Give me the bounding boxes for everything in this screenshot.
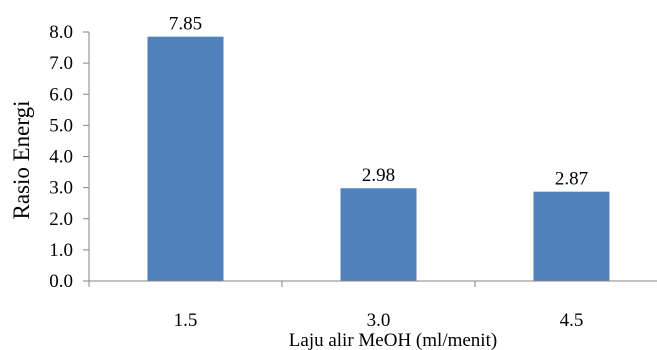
bar xyxy=(340,188,417,281)
bars xyxy=(147,36,610,282)
y-tick-label: 8.0 xyxy=(49,22,73,43)
data-label: 2.98 xyxy=(362,165,395,186)
y-tick-label: 5.0 xyxy=(49,115,73,136)
x-tick-label: 3.0 xyxy=(367,310,391,331)
data-label: 7.85 xyxy=(169,14,202,35)
y-tick-marks xyxy=(83,31,89,282)
x-tick-label: 4.5 xyxy=(560,310,584,331)
x-tick-labels: 1.5 3.0 4.5 xyxy=(174,310,584,331)
y-tick-labels: 0.0 1.0 2.0 3.0 4.0 5.0 6.0 7.0 8.0 xyxy=(49,22,73,292)
y-tick-label: 2.0 xyxy=(49,209,73,230)
y-tick-label: 6.0 xyxy=(49,84,73,105)
bar xyxy=(533,191,610,281)
y-tick-label: 0.0 xyxy=(49,271,73,292)
y-axis-title: Rasio Energi xyxy=(9,100,34,219)
x-tick-marks xyxy=(88,281,476,287)
y-tick-label: 7.0 xyxy=(49,53,73,74)
y-tick-label: 3.0 xyxy=(49,178,73,199)
y-tick-label: 1.0 xyxy=(49,240,73,261)
x-tick-label: 1.5 xyxy=(174,310,198,331)
bar xyxy=(147,36,224,282)
x-axis-title: Laju alir MeOH (ml/menit) xyxy=(289,330,497,350)
data-label: 2.87 xyxy=(555,169,588,190)
y-tick-label: 4.0 xyxy=(49,147,73,168)
data-labels: 7.85 2.98 2.87 xyxy=(169,14,588,190)
